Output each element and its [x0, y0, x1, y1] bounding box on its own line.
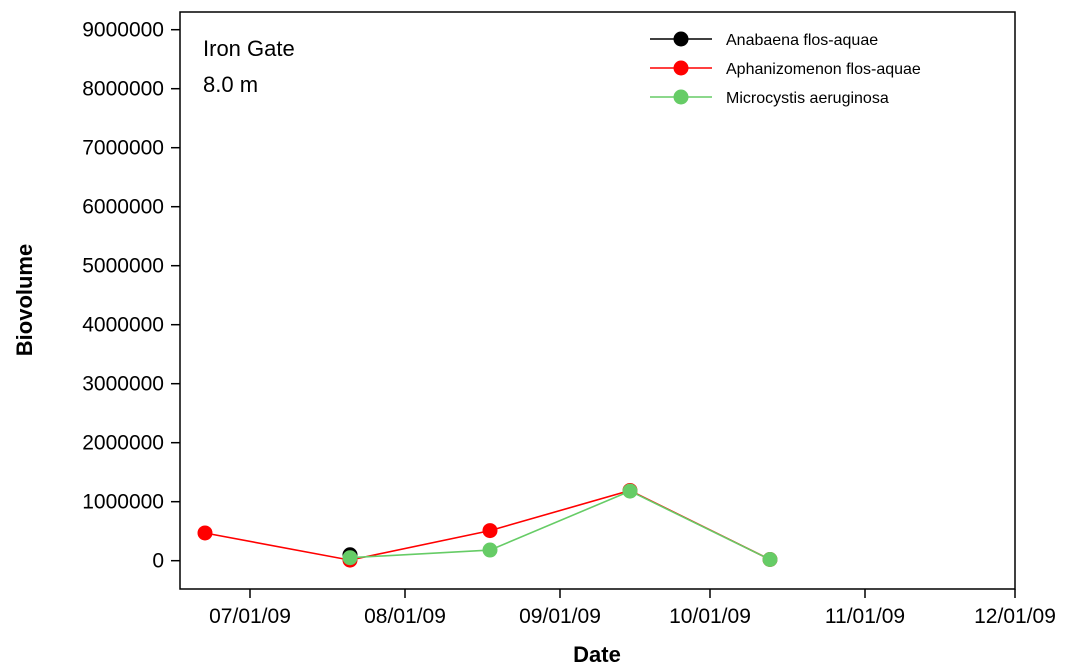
- y-tick-label: 6000000: [82, 196, 164, 219]
- y-axis-title: Biovolume: [12, 244, 37, 356]
- y-tick-label: 0: [152, 550, 164, 573]
- plot-area: [197, 482, 778, 568]
- y-tick-label: 2000000: [82, 432, 164, 455]
- y-tick-label: 4000000: [82, 314, 164, 337]
- legend-marker: [673, 31, 689, 47]
- legend-marker: [673, 60, 689, 76]
- data-point: [482, 523, 498, 539]
- y-axis: 0 1000000 2000000 3000000 4000000 5000000 6000…: [82, 19, 180, 573]
- data-point: [622, 483, 638, 499]
- series-3: [342, 483, 778, 568]
- y-tick-label: 1000000: [82, 491, 164, 514]
- x-axis: 07/01/09 08/01/09 09/01/09 10/01/09 11/01/09…: [209, 589, 1056, 628]
- legend-label: Microcystis aeruginosa: [726, 90, 889, 107]
- data-point: [197, 525, 213, 541]
- x-tick-label: 09/01/09: [519, 605, 601, 628]
- legend-item: Anabaena flos-aquae: [650, 31, 878, 49]
- x-tick-label: 08/01/09: [364, 605, 446, 628]
- legend: Anabaena flos-aquae Aphanizomenon flos-aq…: [650, 31, 921, 107]
- legend-label: Anabaena flos-aquae: [726, 32, 878, 49]
- x-tick-label: 10/01/09: [669, 605, 751, 628]
- y-tick-label: 5000000: [82, 255, 164, 278]
- data-point: [482, 542, 498, 558]
- data-point: [762, 552, 778, 568]
- legend-marker: [673, 89, 689, 105]
- x-tick-label: 11/01/09: [825, 605, 905, 628]
- y-tick-label: 3000000: [82, 373, 164, 396]
- annotation-depth: 8.0 m: [203, 72, 258, 97]
- y-tick-label: 8000000: [82, 78, 164, 101]
- y-tick-label: 9000000: [82, 19, 164, 42]
- x-tick-label: 07/01/09: [209, 605, 291, 628]
- x-axis-title: Date: [573, 642, 621, 667]
- data-point: [342, 550, 358, 566]
- annotation-site: Iron Gate: [203, 36, 295, 61]
- legend-item: Aphanizomenon flos-aquae: [650, 60, 921, 78]
- legend-item: Microcystis aeruginosa: [650, 89, 889, 107]
- y-tick-label: 7000000: [82, 137, 164, 160]
- series-line: [349, 490, 771, 561]
- legend-label: Aphanizomenon flos-aquae: [726, 61, 921, 78]
- x-tick-label: 12/01/09: [974, 605, 1056, 628]
- plot-frame: [179, 11, 1016, 590]
